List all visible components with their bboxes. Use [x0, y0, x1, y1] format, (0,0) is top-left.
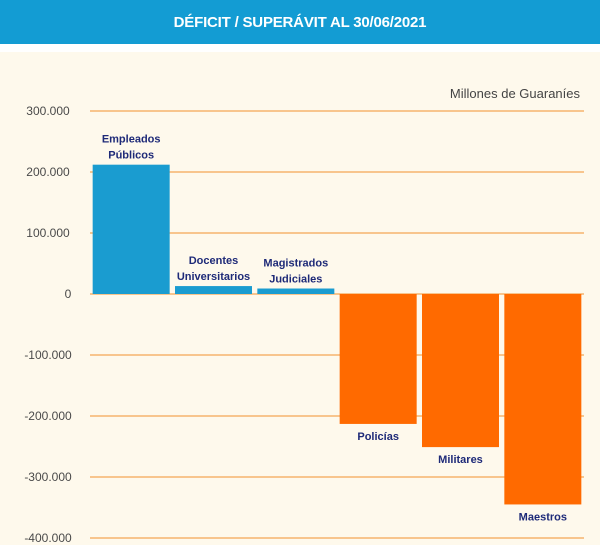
bar: [175, 286, 252, 294]
category-label: Docentes Universitarios: [177, 255, 250, 283]
bar: [257, 288, 335, 294]
category-labels: Empleados Públicos Docentes Universitarios M…: [102, 134, 567, 524]
chart-panel: [0, 52, 600, 545]
bar: [504, 294, 582, 505]
bar: [92, 164, 170, 294]
category-label: Policías: [357, 431, 399, 443]
chart-header: DÉFICIT / SUPERÁVIT AL 30/06/2021: [0, 0, 600, 44]
y-tick-label: -400.000: [24, 531, 72, 545]
y-tick-label: 0: [65, 287, 72, 301]
y-tick-label: 300.000: [26, 104, 70, 118]
y-tick-label: -300.000: [24, 470, 72, 484]
chart-title: DÉFICIT / SUPERÁVIT AL 30/06/2021: [173, 13, 427, 31]
unit-label: Millones de Guaraníes: [450, 86, 581, 101]
category-label: Empleados Públicos: [102, 134, 161, 162]
category-label: Maestros: [519, 511, 567, 523]
y-tick-label: -100.000: [24, 348, 72, 362]
gridlines: [90, 110, 584, 539]
y-tick-label: 100.000: [26, 226, 70, 240]
y-axis-ticks: 300.000 200.000 100.000 0 -100.000 -200.000 -3…: [24, 104, 72, 545]
bar: [422, 294, 499, 448]
category-label: Militares: [438, 454, 483, 466]
y-tick-label: -200.000: [24, 409, 72, 423]
bars: [92, 164, 582, 505]
bar-chart: 300.000 200.000 100.000 0 -100.000 -200.000 -3…: [24, 86, 584, 545]
category-label: Magistrados Judiciales: [263, 258, 328, 286]
bar: [339, 294, 417, 424]
y-tick-label: 200.000: [26, 165, 70, 179]
